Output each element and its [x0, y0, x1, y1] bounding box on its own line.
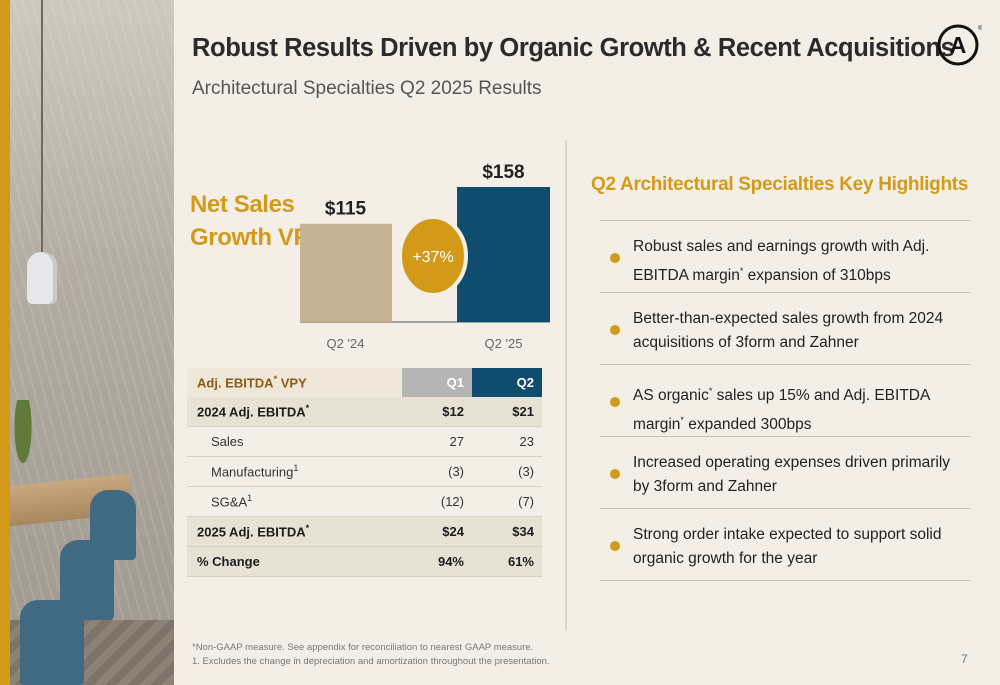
footnotes: *Non-GAAP measure. See appendix for reco…: [192, 641, 550, 669]
footnote-depreciation: 1. Excludes the change in depreciation a…: [192, 656, 550, 667]
highlight-text: Increased operating expenses driven prim…: [633, 454, 951, 495]
net-sales-bar-chart: $115 Q2 '24 $158 Q2 '25 +37%: [300, 162, 550, 351]
row-q2-value: (7): [472, 486, 542, 517]
plant: [8, 400, 38, 490]
row-q1-value: (12): [402, 486, 472, 517]
page-number: 7: [961, 652, 968, 666]
bullet-dot-icon: [610, 541, 620, 551]
row-label: 2024 Adj. EBITDA*: [187, 397, 402, 427]
highlights-list: Robust sales and earnings growth with Ad…: [600, 220, 970, 581]
row-label: SG&A1: [187, 486, 402, 517]
slide-title: Robust Results Driven by Organic Growth …: [192, 34, 955, 62]
list-item: AS organic* sales up 15% and Adj. EBITDA…: [600, 364, 970, 436]
highlight-text: AS organic* sales up 15% and Adj. EBITDA…: [633, 386, 930, 434]
row-q2-value: (3): [472, 456, 542, 487]
table-header-label: Adj. EBITDA* VPY: [187, 368, 402, 397]
table-row: % Change 94% 61%: [187, 546, 542, 577]
net-sales-heading-line1: Net Sales: [190, 191, 295, 218]
highlight-text: Robust sales and earnings growth with Ad…: [633, 238, 930, 285]
row-q2-value: 61%: [472, 546, 542, 577]
row-q1-value: (3): [402, 456, 472, 487]
category-label: Q2 '25: [485, 336, 523, 351]
list-item: Better-than-expected sales growth from 2…: [600, 292, 970, 364]
accent-bar: [0, 0, 10, 685]
row-label: Manufacturing1: [187, 456, 402, 487]
bullet-dot-icon: [610, 253, 620, 263]
table-row: 2025 Adj. EBITDA* $24 $34: [187, 516, 542, 547]
list-item: Robust sales and earnings growth with Ad…: [600, 220, 970, 292]
bar-1: [457, 187, 550, 322]
pendant-lamp-cord: [41, 0, 43, 255]
table-header-q1: Q1: [402, 368, 472, 397]
bullet-dot-icon: [610, 325, 620, 335]
highlights-title: Q2 Architectural Specialties Key Highlig…: [591, 174, 969, 195]
table-row: Sales 27 23: [187, 426, 542, 457]
vertical-divider: [565, 140, 567, 630]
row-q1-value: 94%: [402, 546, 472, 577]
bar-value-label: $158: [482, 162, 524, 183]
growth-badge-label: +37%: [412, 249, 453, 266]
adj-ebitda-table: Adj. EBITDA* VPY Q1 Q2 2024 Adj. EBITDA*…: [187, 368, 542, 577]
row-q2-value: $21: [472, 397, 542, 427]
row-q2-value: 23: [472, 426, 542, 457]
bar-value-label: $115: [325, 199, 367, 220]
row-q1-value: $12: [402, 397, 472, 427]
list-item: Strong order intake expected to support …: [600, 508, 970, 581]
growth-badge: [398, 215, 468, 297]
row-q1-value: 27: [402, 426, 472, 457]
table-row: SG&A1 (12) (7): [187, 486, 542, 517]
row-q2-value: $34: [472, 516, 542, 547]
bar-0: [300, 223, 392, 322]
table-header-q2: Q2: [472, 368, 542, 397]
row-label: 2025 Adj. EBITDA*: [187, 516, 402, 547]
list-item: Increased operating expenses driven prim…: [600, 436, 970, 508]
decorative-interior-photo: [0, 0, 174, 685]
row-label: % Change: [187, 546, 402, 577]
row-q1-value: $24: [402, 516, 472, 547]
bullet-dot-icon: [610, 469, 620, 479]
bullet-dot-icon: [610, 397, 620, 407]
highlight-text: Strong order intake expected to support …: [633, 526, 942, 567]
highlight-text: Better-than-expected sales growth from 2…: [633, 310, 944, 351]
row-label: Sales: [187, 426, 402, 457]
logo-letter: A: [950, 32, 967, 58]
category-label: Q2 '24: [327, 336, 365, 351]
table-header-row: Adj. EBITDA* VPY Q1 Q2: [187, 368, 542, 397]
footnote-non-gaap: *Non-GAAP measure. See appendix for reco…: [192, 642, 534, 653]
slide-subtitle: Architectural Specialties Q2 2025 Result…: [192, 78, 542, 99]
trademark-mark: ®: [978, 25, 982, 32]
chair: [20, 600, 84, 685]
pendant-lamp: [27, 252, 57, 304]
armstrong-a-logo-icon: A ®: [937, 24, 982, 66]
table-row: Manufacturing1 (3) (3): [187, 456, 542, 487]
table-row: 2024 Adj. EBITDA* $12 $21: [187, 397, 542, 427]
